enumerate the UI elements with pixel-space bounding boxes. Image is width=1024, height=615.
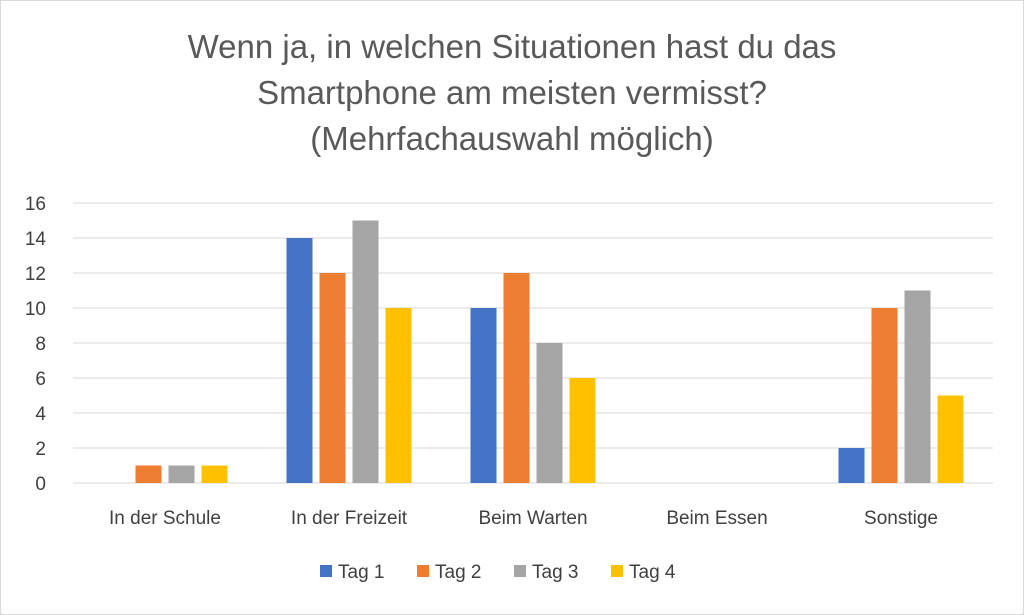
bars <box>135 220 964 483</box>
x-category-label: In der Freizeit <box>291 508 408 529</box>
bar-tag-1-sonstige <box>838 448 865 483</box>
bar-tag-4-sonstige <box>937 395 964 483</box>
gridlines <box>73 202 993 484</box>
x-axis-category-labels: In der Schule In der Freizeit Beim Warten B… <box>109 508 938 529</box>
legend-label: Tag 1 <box>338 562 384 583</box>
y-tick-label: 2 <box>35 439 46 460</box>
bar-tag-3-sonstige <box>904 290 931 483</box>
bar-tag-3-beim-warten <box>536 343 563 483</box>
bar-tag-2-sonstige <box>871 308 898 483</box>
x-category-label: Beim Essen <box>666 508 767 529</box>
chart-title: Wenn ja, in welchen Situationen hast du … <box>188 28 837 157</box>
bar-tag-3-in-der-schule <box>168 465 195 483</box>
bar-tag-4-in-der-schule <box>201 465 228 483</box>
bar-tag-1-in-der-freizeit <box>286 238 313 483</box>
y-tick-label: 6 <box>35 369 46 390</box>
bar-tag-2-in-der-schule <box>135 465 162 483</box>
y-axis-tick-labels: 0 2 4 6 8 10 12 14 16 <box>25 194 47 495</box>
bar-tag-1-beim-warten <box>470 308 497 483</box>
x-category-label: Beim Warten <box>478 508 587 529</box>
y-tick-label: 16 <box>25 194 46 215</box>
bar-tag-4-in-der-freizeit <box>385 308 412 483</box>
chart-title-line-2: Smartphone am meisten vermisst? <box>257 74 767 111</box>
legend-swatch <box>417 565 429 577</box>
legend-label: Tag 3 <box>532 562 578 583</box>
legend-swatch <box>514 565 526 577</box>
legend-swatch <box>320 565 332 577</box>
legend-label: Tag 4 <box>629 562 676 583</box>
y-tick-label: 12 <box>25 264 46 285</box>
bar-tag-2-beim-warten <box>503 273 530 483</box>
x-category-label: Sonstige <box>864 508 938 529</box>
bar-tag-4-beim-warten <box>569 378 596 483</box>
legend: Tag 1 Tag 2 Tag 3 Tag 4 <box>320 562 676 583</box>
bar-tag-2-in-der-freizeit <box>319 273 346 483</box>
x-category-label: In der Schule <box>109 508 221 529</box>
y-tick-label: 10 <box>25 299 46 320</box>
legend-swatch <box>611 565 623 577</box>
y-tick-label: 4 <box>35 404 46 425</box>
y-tick-label: 0 <box>35 474 46 495</box>
chart-title-line-1: Wenn ja, in welchen Situationen hast du … <box>188 28 837 65</box>
bar-tag-3-in-der-freizeit <box>352 220 379 483</box>
y-tick-label: 8 <box>35 334 46 355</box>
y-tick-label: 14 <box>25 229 47 250</box>
chart-title-line-3: (Mehrfachauswahl möglich) <box>310 120 714 157</box>
legend-label: Tag 2 <box>435 562 481 583</box>
